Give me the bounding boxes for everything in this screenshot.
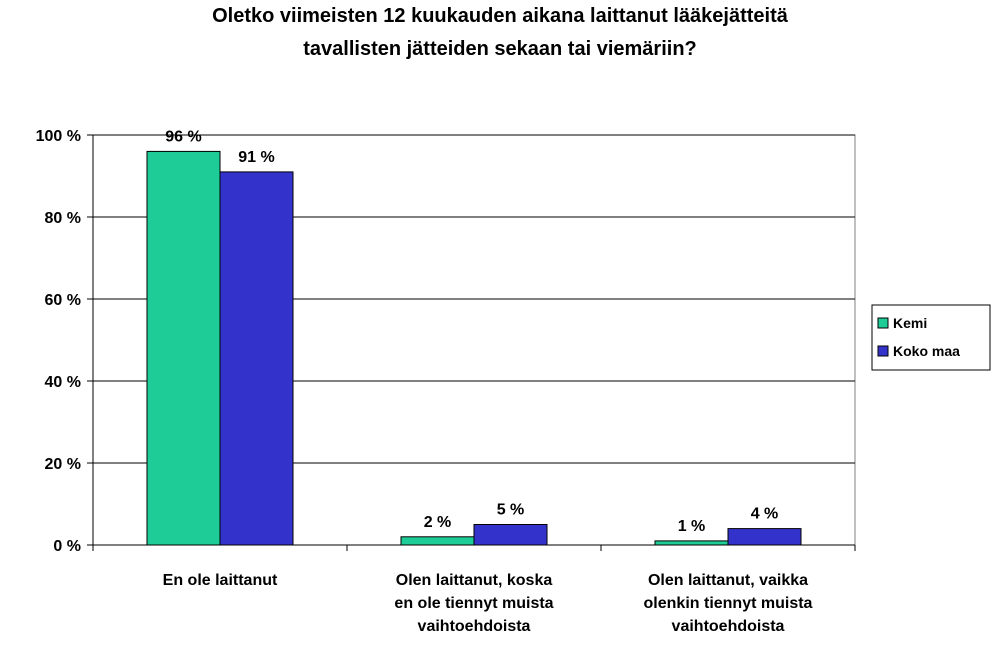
y-tick-label: 20 % bbox=[45, 456, 81, 473]
y-tick-label: 100 % bbox=[36, 128, 81, 145]
y-tick-label: 40 % bbox=[45, 374, 81, 391]
bar bbox=[473, 524, 548, 546]
value-label: 1 % bbox=[678, 518, 706, 535]
bar bbox=[146, 150, 221, 546]
value-label: 91 % bbox=[238, 149, 274, 166]
bar bbox=[654, 540, 729, 546]
value-label: 5 % bbox=[497, 502, 525, 519]
bar bbox=[400, 536, 475, 546]
x-tick-label: Olen laittanut, koska en ole tiennyt muis… bbox=[394, 572, 553, 635]
value-label: 96 % bbox=[165, 128, 201, 145]
legend-box bbox=[871, 304, 991, 371]
x-tick-label: En ole laittanut bbox=[163, 572, 278, 589]
x-tick-label: Olen laittanut, vaikka olenkin tiennyt mu… bbox=[644, 572, 813, 635]
value-label: 4 % bbox=[751, 506, 779, 523]
bar bbox=[219, 171, 294, 546]
legend-label: Koko maa bbox=[893, 343, 960, 359]
legend-swatch bbox=[877, 317, 889, 329]
legend-label: Kemi bbox=[893, 315, 927, 331]
y-tick-label: 60 % bbox=[45, 292, 81, 309]
chart-title: Oletko viimeisten 12 kuukauden aikana la… bbox=[212, 5, 789, 60]
legend-swatch bbox=[877, 345, 889, 357]
y-tick-label: 80 % bbox=[45, 210, 81, 227]
value-label: 2 % bbox=[424, 514, 452, 531]
bar bbox=[727, 528, 802, 546]
y-tick-label: 0 % bbox=[53, 538, 81, 555]
